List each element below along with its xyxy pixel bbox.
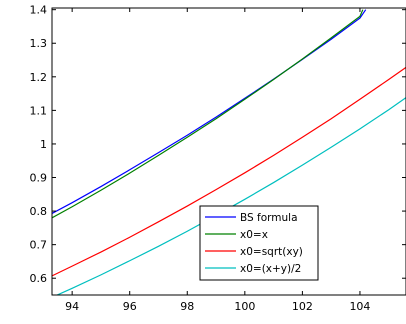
legend-label: x0=sqrt(xy) xyxy=(240,246,303,258)
x-tick-label: 98 xyxy=(180,300,194,313)
series-line-1 xyxy=(52,9,367,214)
y-tick-label: 1.4 xyxy=(30,4,48,17)
x-axis: 94 96 98 100 102 104 xyxy=(65,8,370,313)
y-tick-label: 1.3 xyxy=(30,37,48,50)
series-line-2 xyxy=(52,9,364,219)
y-tick-label: 0.6 xyxy=(30,272,48,285)
plot-frame xyxy=(51,7,406,296)
x-tick-label: 104 xyxy=(349,300,370,313)
y-tick-label: 1.1 xyxy=(30,104,48,117)
x-tick-label: 102 xyxy=(292,300,313,313)
x-tick-label: 96 xyxy=(123,300,137,313)
x-tick-label: 100 xyxy=(234,300,255,313)
y-tick-label: 0.7 xyxy=(30,239,48,252)
y-tick-label: 1.2 xyxy=(30,71,48,84)
x-tick-label: 94 xyxy=(65,300,79,313)
legend-label: BS formula xyxy=(240,212,298,224)
y-tick-label: 0.8 xyxy=(30,205,48,218)
series-line-3 xyxy=(52,66,406,277)
legend-label: x0=x xyxy=(240,229,268,241)
y-tick-label: 1 xyxy=(40,138,47,151)
y-axis: 0.6 0.7 0.8 0.9 1 1.1 1.2 1.3 1.4 xyxy=(30,4,406,285)
legend-label: x0=(x+y)/2 xyxy=(240,263,301,275)
y-tick-label: 0.9 xyxy=(30,172,48,185)
legend: BS formula x0=x x0=sqrt(xy) x0=(x+y)/2 xyxy=(199,205,319,281)
